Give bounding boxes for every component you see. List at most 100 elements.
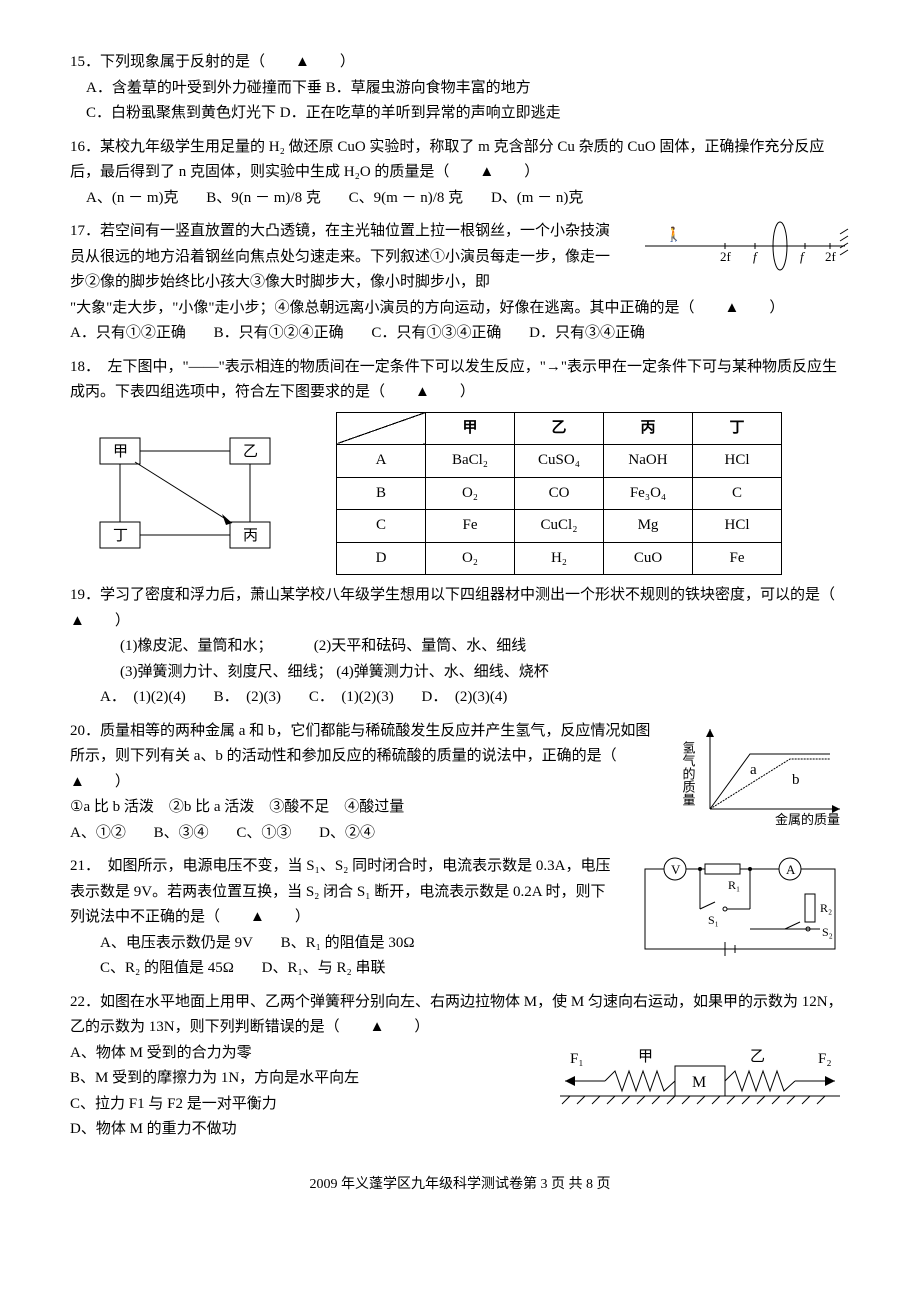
q15-opts-cd: C．白粉虱聚焦到黄色灯光下 D．正在吃草的羊听到异常的声响立即逃走 — [70, 101, 850, 127]
q18-diagram: 甲 乙 丁 丙 — [70, 424, 300, 562]
q18-h4: 丁 — [693, 412, 782, 445]
q18-h1: 甲 — [426, 412, 515, 445]
q19-stem: 学习了密度和浮力后，萧山某学校八年级学生想用以下四组器材中测出一个形状不规则的铁… — [70, 587, 865, 629]
svg-text:b: b — [792, 772, 800, 788]
q17-optC: C．只有①③④正确 — [371, 325, 501, 341]
q20-optA: A、①② — [70, 825, 126, 841]
q16-optA: A、(n － m)克 — [86, 190, 179, 206]
q20-stmts: ①a 比 b 活泼 ②b 比 a 活泼 ③酸不足 ④酸过量 — [70, 795, 664, 821]
q19-optB: B． (2)(3) — [214, 689, 282, 705]
circuit-diagram-icon: V A R₁ R₂ S₁ S₂ — [630, 854, 850, 969]
q21-figure: V A R₁ R₂ S₁ S₂ — [630, 854, 850, 969]
spring-block-icon: M F₁ 甲 乙 F₂ — [550, 1041, 850, 1111]
q22-optD: D、物体 M 的重力不做功 — [70, 1117, 534, 1143]
q21: 21． 如图所示，电源电压不变，当 S₁、S₂ 同时闭合时，电流表示数是 0.3… — [70, 854, 850, 982]
q21-optD: D、R₁、与 R₂ 串联 — [262, 960, 386, 976]
q20-stem: 质量相等的两种金属 a 和 b，它们都能与稀硫酸发生反应并产生氢气，反应情况如图… — [70, 723, 650, 790]
q22: 22．如图在水平地面上用甲、乙两个弹簧秤分别向左、右两边拉物体 M，使 M 匀速… — [70, 990, 850, 1143]
reaction-graph-icon: 甲 乙 丁 丙 — [80, 428, 290, 558]
q20: 20．质量相等的两种金属 a 和 b，它们都能与稀硫酸发生反应并产生氢气，反应情… — [70, 719, 850, 847]
svg-text:R₂: R₂ — [820, 901, 832, 915]
q22-optB: B、M 受到的摩擦力为 1N，方向是水平向左 — [70, 1066, 534, 1092]
q18-h2: 乙 — [515, 412, 604, 445]
q16-optB: B、9(n － m)/8 克 — [206, 190, 321, 206]
svg-text:2f: 2f — [720, 249, 732, 264]
page-footer: 2009 年义蓬学区九年级科学测试卷第 3 页 共 8 页 — [70, 1173, 850, 1197]
svg-text:金属的质量: 金属的质量 — [775, 812, 840, 827]
q19-num: 19． — [70, 587, 100, 603]
svg-text:氢气的质量: 氢气的质量 — [681, 741, 696, 806]
q21-opts-cd: C、R₂ 的阻值是 45Ω D、R₁、与 R₂ 串联 — [70, 956, 614, 982]
q17-optA: A．只有①②正确 — [70, 325, 186, 341]
q19-items12: (1)橡皮泥、量筒和水； (2)天平和砝码、量筒、水、细线 — [70, 634, 850, 660]
q19-optD: D． (2)(3)(4) — [422, 689, 508, 705]
q16-optD: D、(m － n)克 — [491, 190, 584, 206]
q20-num: 20． — [70, 723, 100, 739]
svg-text:S₂: S₂ — [822, 925, 833, 939]
q21-opts-ab: A、电压表示数仍是 9V B、R₁ 的阻值是 30Ω — [70, 931, 614, 957]
lens-diagram-icon: 🚶 2f f f 2f — [640, 219, 850, 274]
svg-text:乙: 乙 — [750, 1049, 765, 1065]
svg-text:🚶: 🚶 — [665, 226, 682, 243]
table-row: DO₂H₂CuOFe — [337, 542, 782, 575]
svg-text:丙: 丙 — [243, 528, 258, 544]
q22-num: 22． — [70, 994, 100, 1010]
svg-text:F₂: F₂ — [818, 1051, 832, 1067]
q16-optC: C、9(m － n)/8 克 — [349, 190, 464, 206]
q18-h3: 丙 — [604, 412, 693, 445]
svg-text:f: f — [753, 249, 759, 264]
q17-optB: B．只有①②④正确 — [214, 325, 344, 341]
q22-stem: 如图在水平地面上用甲、乙两个弹簧秤分别向左、右两边拉物体 M，使 M 匀速向右运… — [70, 994, 843, 1036]
q20-optB: B、③④ — [154, 825, 209, 841]
svg-text:甲: 甲 — [638, 1049, 653, 1065]
q15-stem: 下列现象属于反射的是（ ▲ ） — [100, 54, 355, 70]
q17-num: 17． — [70, 223, 100, 239]
q19: 19．学习了密度和浮力后，萧山某学校八年级学生想用以下四组器材中测出一个形状不规… — [70, 583, 850, 711]
q22-optA: A、物体 M 受到的合力为零 — [70, 1041, 534, 1067]
q16: 16．某校九年级学生用足量的 H₂ 做还原 CuO 实验时，称取了 m 克含部分… — [70, 135, 850, 212]
q17-optD: D．只有③④正确 — [529, 325, 645, 341]
q22-optC: C、拉力 F1 与 F2 是一对平衡力 — [70, 1092, 534, 1118]
svg-text:V: V — [671, 862, 681, 877]
q15-optD: D．正在吃草的羊听到异常的声响立即逃走 — [280, 105, 561, 121]
svg-text:乙: 乙 — [243, 444, 258, 460]
svg-text:a: a — [750, 762, 757, 778]
q15-optA: A．含羞草的叶受到外力碰撞而下垂 — [86, 80, 322, 96]
q19-opts: A． (1)(2)(4) B． (2)(3) C． (1)(2)(3) D． (… — [70, 685, 850, 711]
svg-text:M: M — [692, 1074, 706, 1091]
q17-stem2: "大象"走大步，"小像"走小步；④像总朝远离小演员的方向运动，好像在逃离。其中正… — [70, 300, 784, 316]
metal-graph-icon: a b 氢气的质量 金属的质量 — [680, 719, 850, 829]
q17: 17．若空间有一竖直放置的大凸透镜，在主光轴位置上拉一根钢丝，一个小杂技演员从很… — [70, 219, 850, 347]
svg-text:丁: 丁 — [113, 528, 128, 544]
q18-num: 18． — [70, 359, 93, 375]
svg-text:A: A — [786, 862, 796, 877]
table-row: CFeCuCl₂MgHCl — [337, 510, 782, 543]
q16-num: 16． — [70, 139, 100, 155]
q19-i4: (4)弹簧测力计、水、细线、烧杯 — [336, 664, 549, 680]
q18-stem: 左下图中，"——"表示相连的物质间在一定条件下可以发生反应，"→"表示甲在一定条… — [70, 359, 837, 401]
svg-text:F₁: F₁ — [570, 1051, 584, 1067]
q20-opts: A、①② B、③④ C、①③ D、②④ — [70, 821, 664, 847]
svg-text:2f: 2f — [825, 249, 837, 264]
q18: 18． 左下图中，"——"表示相连的物质间在一定条件下可以发生反应，"→"表示甲… — [70, 355, 850, 576]
svg-text:甲: 甲 — [113, 444, 128, 460]
q15: 15．下列现象属于反射的是（ ▲ ） A．含羞草的叶受到外力碰撞而下垂 B．草履… — [70, 50, 850, 127]
q21-num: 21． — [70, 858, 93, 874]
q20-optD: D、②④ — [319, 825, 375, 841]
q17-opts: A．只有①②正确 B．只有①②④正确 C．只有①③④正确 D．只有③④正确 — [70, 321, 850, 347]
q17-figure: 🚶 2f f f 2f — [640, 219, 850, 274]
table-row: ABaCl₂CuSO₄NaOHHCl — [337, 445, 782, 478]
q21-optA: A、电压表示数仍是 9V — [100, 935, 253, 951]
q18-table: 甲 乙 丙 丁 ABaCl₂CuSO₄NaOHHCl BO₂COFe₃O₄C C… — [336, 412, 782, 576]
svg-text:S₁: S₁ — [708, 913, 719, 927]
q15-num: 15． — [70, 54, 100, 70]
q20-figure: a b 氢气的质量 金属的质量 — [680, 719, 850, 829]
q19-i1: (1)橡皮泥、量筒和水； — [120, 638, 265, 654]
q21-optC: C、R₂ 的阻值是 45Ω — [100, 960, 234, 976]
q19-items34: (3)弹簧测力计、刻度尺、细线； (4)弹簧测力计、水、细线、烧杯 — [70, 660, 850, 686]
q21-optB: B、R₁ 的阻值是 30Ω — [281, 935, 415, 951]
q19-optA: A． (1)(2)(4) — [100, 689, 186, 705]
q15-optC: C．白粉虱聚焦到黄色灯光下 — [86, 105, 276, 121]
q17-stem1: 若空间有一竖直放置的大凸透镜，在主光轴位置上拉一根钢丝，一个小杂技演员从很远的地… — [70, 223, 610, 290]
q16-opts: A、(n － m)克 B、9(n － m)/8 克 C、9(m － n)/8 克… — [70, 186, 850, 212]
